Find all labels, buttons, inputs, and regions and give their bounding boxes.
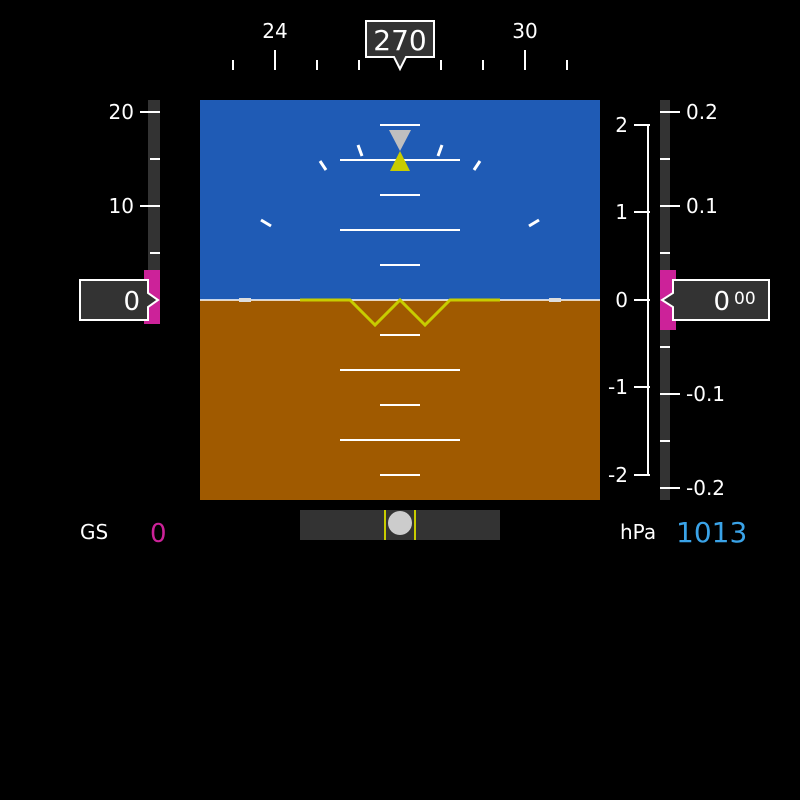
pressure-setting: hPa 1013 xyxy=(620,516,747,549)
attitude-indicator xyxy=(200,100,600,500)
vertical-speed-scale: 2 1 0 -1 -2 xyxy=(608,113,650,487)
pressure-label: hPa xyxy=(620,520,656,544)
altitude-label-0.2: 0.2 xyxy=(686,100,718,124)
horizon-marker-left xyxy=(239,298,251,302)
vsi-label-minus-1: -1 xyxy=(608,375,628,399)
ground-speed-label: GS xyxy=(80,520,108,544)
vsi-label-minus-2: -2 xyxy=(608,463,628,487)
speed-label-20: 20 xyxy=(109,100,134,124)
bank-angle-scale xyxy=(260,144,540,228)
ground-speed-value: 0 xyxy=(150,519,167,549)
heading-readout-box: 270 xyxy=(365,20,435,72)
speed-readout: 0 xyxy=(123,287,140,317)
altitude-readout-box xyxy=(660,279,770,321)
heading-label-24: 24 xyxy=(262,19,287,43)
altitude-tape: 0.2 0.1 -0.1 -0.2 0 00 xyxy=(660,100,770,500)
horizon-marker-right xyxy=(549,298,561,302)
heading-label-30: 30 xyxy=(512,19,537,43)
pitch-ladder xyxy=(340,124,460,476)
altitude-readout-small: 00 xyxy=(734,289,756,309)
pressure-value: 1013 xyxy=(676,516,747,549)
altitude-label-minus-0.2: -0.2 xyxy=(686,476,725,500)
ground-speed: GS 0 xyxy=(80,519,167,549)
vsi-label-0: 0 xyxy=(615,288,628,312)
altitude-label-0.1: 0.1 xyxy=(686,194,718,218)
altitude-readout-main: 0 xyxy=(713,287,730,317)
speed-readout-box xyxy=(79,279,160,321)
heading-readout: 270 xyxy=(373,24,426,57)
vsi-label-2: 2 xyxy=(615,113,628,137)
slip-indicator xyxy=(300,510,500,540)
altitude-label-minus-0.1: -0.1 xyxy=(686,382,725,406)
ground xyxy=(200,300,600,500)
speed-tape: 20 10 0 xyxy=(79,100,160,324)
bank-reference-pointer xyxy=(389,130,411,151)
slip-ball xyxy=(388,511,412,535)
vsi-label-1: 1 xyxy=(615,200,628,224)
speed-label-10: 10 xyxy=(109,194,134,218)
heading-scale: 24 30 xyxy=(232,19,568,70)
aircraft-symbol xyxy=(300,297,500,328)
roll-pointer xyxy=(390,151,410,171)
